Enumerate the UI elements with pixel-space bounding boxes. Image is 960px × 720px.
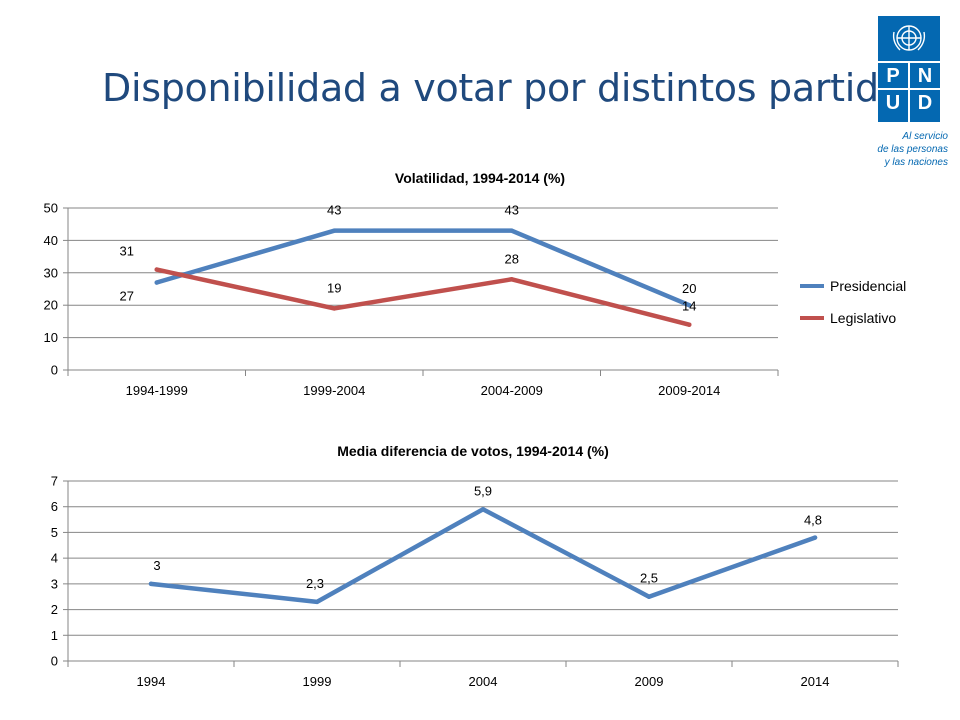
logo-letter-p: P	[886, 65, 900, 87]
data-label: 2,5	[640, 571, 658, 586]
data-point	[687, 303, 692, 308]
x-tick-label: 2009	[635, 674, 664, 689]
data-point	[154, 280, 159, 285]
x-tick-label: 1994	[137, 674, 166, 689]
data-label: 28	[505, 251, 519, 266]
y-tick-label: 40	[44, 233, 58, 248]
series-line-0	[154, 228, 692, 308]
data-point	[154, 267, 159, 272]
y-tick-label: 5	[51, 525, 58, 540]
y-tick-label: 0	[51, 654, 58, 669]
data-point	[332, 228, 337, 233]
y-tick-label: 2	[51, 602, 58, 617]
y-tick-label: 50	[44, 201, 58, 216]
legend-entry: Legislativo	[830, 310, 896, 326]
undp-logo: P N U D	[878, 16, 940, 122]
x-tick-label: 2004	[469, 674, 498, 689]
data-label: 19	[327, 280, 341, 295]
data-point	[148, 581, 154, 587]
data-label: 27	[120, 289, 134, 304]
data-label: 5,9	[474, 483, 492, 498]
series-line-0	[148, 507, 818, 605]
un-emblem-icon	[892, 25, 926, 51]
data-label: 43	[327, 203, 341, 218]
media-diferencia-chart: Media diferencia de votos, 1994-2014 (%)…	[51, 443, 899, 689]
data-label: 31	[120, 244, 134, 259]
x-tick-label: 2009-2014	[658, 383, 720, 398]
data-label: 14	[682, 299, 696, 314]
data-point	[509, 277, 514, 282]
data-label: 20	[682, 281, 696, 296]
data-label: 43	[505, 203, 519, 218]
y-tick-label: 7	[51, 474, 58, 489]
x-tick-label: 2004-2009	[481, 383, 543, 398]
y-tick-label: 0	[51, 363, 58, 378]
data-point	[687, 322, 692, 327]
y-tick-label: 10	[44, 330, 58, 345]
logo-letter-d: D	[917, 92, 933, 114]
legend-entry: Presidencial	[830, 278, 906, 294]
data-point	[480, 507, 486, 512]
data-label: 4,8	[804, 513, 822, 528]
logo-tagline: Al servicio de las personas y las nacion…	[877, 131, 948, 168]
data-label: 2,3	[306, 576, 324, 591]
data-point	[812, 535, 818, 540]
x-tick-label: 1999-2004	[303, 383, 365, 398]
data-label: 3	[153, 558, 160, 573]
chart-title: Media diferencia de votos, 1994-2014 (%)	[337, 443, 609, 459]
slide-title: Disponibilidad a votar por distintos par…	[102, 66, 922, 110]
y-tick-label: 30	[44, 265, 58, 280]
logo-grid-lines	[878, 61, 940, 122]
data-point	[646, 594, 652, 599]
x-tick-label: 1994-1999	[126, 383, 188, 398]
data-point	[314, 599, 320, 605]
chart-title: Volatilidad, 1994-2014 (%)	[395, 170, 565, 186]
y-tick-label: 4	[51, 551, 58, 566]
logo-letter-u: U	[885, 92, 901, 114]
x-tick-label: 1999	[303, 674, 332, 689]
y-tick-label: 20	[44, 298, 58, 313]
data-point	[509, 228, 514, 233]
y-tick-label: 1	[51, 628, 58, 643]
y-tick-label: 6	[51, 499, 58, 514]
x-tick-label: 2014	[801, 674, 830, 689]
data-point	[332, 306, 337, 311]
logo-letter-n: N	[917, 65, 933, 87]
series-line-1	[154, 267, 692, 327]
volatilidad-chart: Volatilidad, 1994-2014 (%) 0 10 20 30 40 50 199…	[44, 170, 907, 398]
y-tick-label: 3	[51, 576, 58, 591]
